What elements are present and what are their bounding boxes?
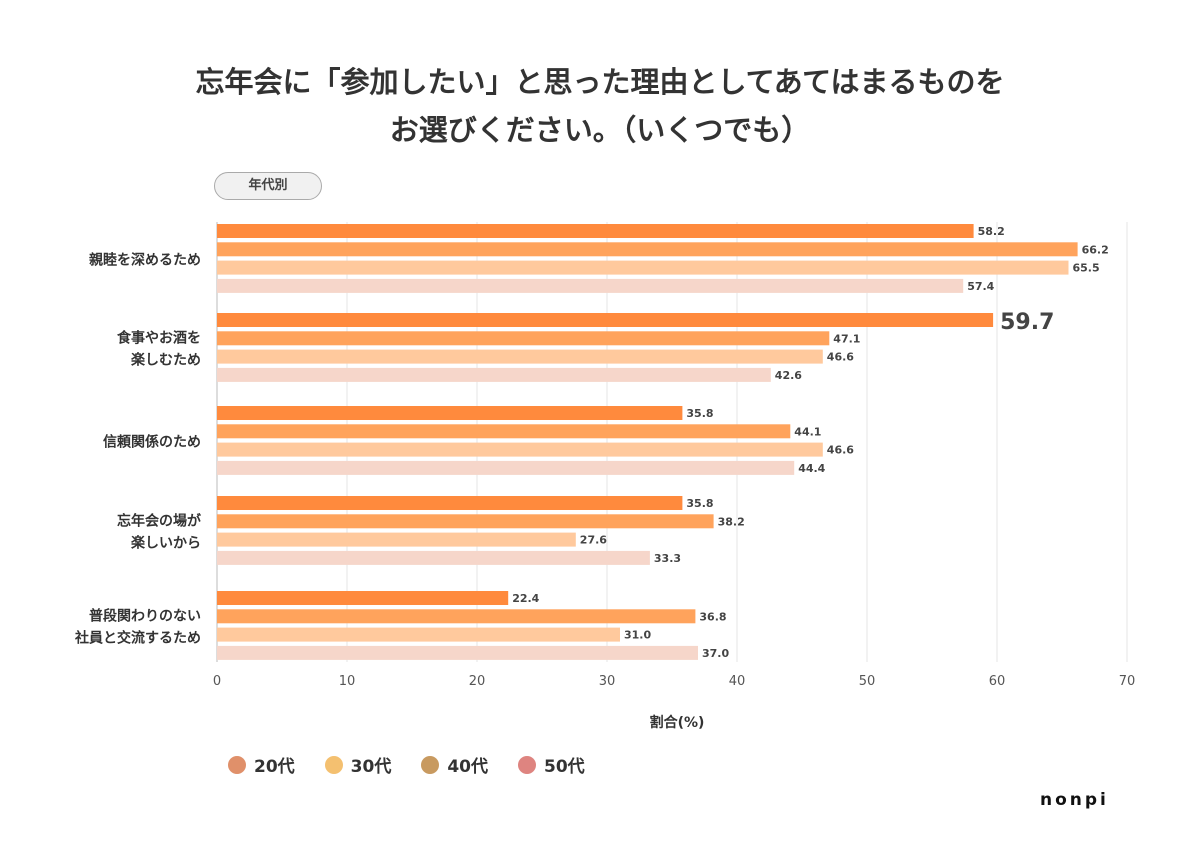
legend-swatch <box>421 755 440 774</box>
bar <box>217 609 696 624</box>
legend-label: 40代 <box>447 757 489 777</box>
data-label: 35.8 <box>686 407 713 420</box>
title-line-2: お選びください。（いくつでも） <box>389 113 811 147</box>
category-label: 親睦を深めるため <box>89 251 201 268</box>
data-label: 36.8 <box>699 610 726 623</box>
data-label: 47.1 <box>833 332 860 345</box>
x-tick-label: 10 <box>339 674 356 689</box>
legend-item: 20代 <box>228 752 295 777</box>
data-label: 38.2 <box>718 515 745 528</box>
category-label: 忘年会の場が <box>117 512 202 529</box>
data-label: 27.6 <box>580 534 607 547</box>
x-tick-label: 30 <box>599 674 616 689</box>
filter-pill: 年代別 <box>214 172 322 200</box>
bar <box>217 331 830 346</box>
data-label: 66.2 <box>1082 243 1109 256</box>
data-label: 46.6 <box>827 351 854 364</box>
data-label: 44.4 <box>798 462 825 475</box>
category-label: 普段関わりのない <box>89 607 201 624</box>
legend-item: 30代 <box>324 752 392 777</box>
x-tick-label: 40 <box>729 674 746 689</box>
bar <box>217 460 795 475</box>
legend-swatch <box>228 755 246 774</box>
bar <box>217 313 994 327</box>
bar <box>217 424 791 439</box>
legend: 20代 30代 40代 50代 <box>228 752 585 777</box>
x-tick-label: 60 <box>989 674 1006 689</box>
bar <box>217 242 1078 257</box>
bar <box>217 442 823 457</box>
bar <box>217 532 576 547</box>
bar <box>217 406 683 420</box>
bar <box>217 514 714 529</box>
legend-item: 50代 <box>518 752 585 777</box>
data-label: 22.4 <box>512 592 539 605</box>
legend-swatch <box>518 755 537 774</box>
bar <box>217 627 620 642</box>
x-axis-label: 割合(%) <box>650 714 705 731</box>
data-label: 31.0 <box>624 629 651 642</box>
data-label: 46.6 <box>827 444 854 457</box>
bar <box>217 367 771 382</box>
data-label: 33.3 <box>654 552 681 565</box>
legend-label: 50代 <box>544 757 585 777</box>
x-tick-label: 0 <box>213 674 221 689</box>
category-label: 社員と交流するため <box>74 629 201 646</box>
bar <box>217 224 974 238</box>
bar <box>217 591 509 605</box>
bar <box>217 496 683 510</box>
category-label: 楽しむため <box>130 351 201 368</box>
category-label: 楽しいから <box>130 534 201 551</box>
bar <box>217 260 1069 275</box>
bar <box>217 550 650 565</box>
title-line-1: 忘年会に「参加したい」と思った理由としてあてはまるものを <box>195 65 1005 99</box>
data-label: 42.6 <box>775 369 802 382</box>
legend-swatch <box>324 755 343 774</box>
chart-title: 忘年会に「参加したい」と思った理由としてあてはまるものを お選びください。（いく… <box>0 58 1200 154</box>
data-label: 57.4 <box>967 280 994 293</box>
data-label: 44.1 <box>794 425 821 438</box>
legend-label: 20代 <box>254 757 295 777</box>
x-tick-label: 70 <box>1119 674 1136 689</box>
data-label: 37.0 <box>702 647 729 660</box>
x-tick-label: 20 <box>469 674 486 689</box>
bar <box>217 645 698 660</box>
category-label: 食事やお酒を <box>117 329 201 346</box>
data-label: 35.8 <box>686 497 713 510</box>
data-label: 65.5 <box>1073 262 1100 275</box>
bar <box>217 349 823 364</box>
nonpi-logo: nonpi <box>1040 790 1109 810</box>
x-tick-label: 50 <box>859 674 876 689</box>
category-label: 信頼関係のため <box>103 433 201 450</box>
legend-label: 30代 <box>350 757 392 777</box>
data-label: 59.7 <box>1000 310 1054 335</box>
legend-item: 40代 <box>421 752 488 777</box>
bar <box>217 278 964 293</box>
data-label: 58.2 <box>978 225 1005 238</box>
